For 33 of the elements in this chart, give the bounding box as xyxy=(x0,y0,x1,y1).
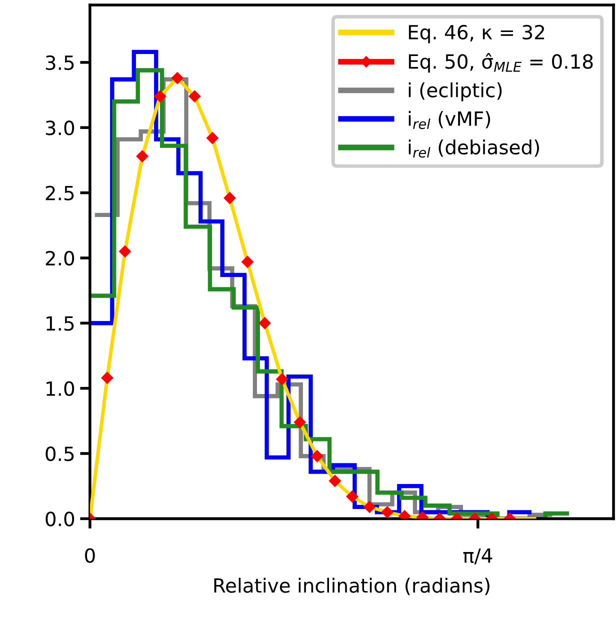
point xyxy=(363,500,376,514)
y-tick-label: 0.0 xyxy=(46,512,74,526)
point xyxy=(118,245,132,258)
y-tick-label: 2.0 xyxy=(46,250,74,266)
point xyxy=(294,416,306,428)
point xyxy=(241,256,254,268)
legend-label: Eq. 50, σ̂$_{MLE}$ = 0.18 xyxy=(408,53,593,73)
point xyxy=(310,450,324,462)
x-tick-label: 0 xyxy=(85,548,95,563)
point xyxy=(381,506,394,518)
y-tick-label: 0.5 xyxy=(46,446,74,462)
legend-label: Eq. 46, κ = 32 xyxy=(408,24,544,44)
legend-label: i$_{rel}$ (debiased) xyxy=(408,139,539,158)
y-tick-label: 3.0 xyxy=(46,120,74,136)
point xyxy=(206,132,219,144)
point xyxy=(188,90,201,103)
point xyxy=(224,192,236,204)
point xyxy=(154,90,166,103)
legend-label: i (ecliptic) xyxy=(408,82,502,102)
y-tick-label: 3.5 xyxy=(46,55,74,70)
point xyxy=(328,474,342,488)
legend-label: i$_{rel}$ (vMF) xyxy=(408,110,490,130)
point xyxy=(258,316,272,330)
point xyxy=(101,372,114,384)
point xyxy=(346,490,358,503)
x-tick-label: π/4 xyxy=(463,548,492,564)
point xyxy=(171,72,184,84)
y-tick-label: 1.5 xyxy=(46,316,74,331)
point xyxy=(276,372,288,386)
point xyxy=(136,150,149,162)
y-tick-label: 2.5 xyxy=(46,186,74,200)
x-axis-title: Relative inclination (radians) xyxy=(214,578,490,596)
y-tick-label: 1.0 xyxy=(46,381,74,396)
